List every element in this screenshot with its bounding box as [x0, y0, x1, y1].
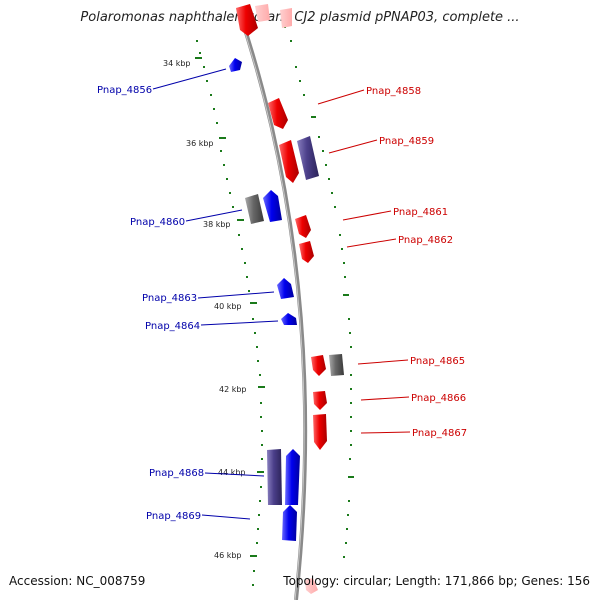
gene-label: Pnap_4860: [130, 217, 185, 228]
gene-feature: [245, 194, 264, 224]
gene-feature: [329, 354, 344, 376]
plasmid-backbone: [236, 7, 308, 600]
gene-feature: [236, 4, 258, 36]
gene-label: Pnap_4866: [411, 393, 466, 404]
gene-feature: [282, 505, 297, 541]
scale-tick: [195, 57, 202, 59]
gene-feature: [263, 190, 282, 222]
gene-label: Pnap_4863: [142, 293, 197, 304]
scale-label: 44 kbp: [218, 468, 246, 477]
label-leaders-left: [152, 68, 279, 520]
gene-label: Pnap_4858: [366, 86, 421, 97]
scale-label: 42 kbp: [219, 385, 247, 394]
scale-tick: [250, 555, 257, 557]
label-leaders-right: [317, 89, 411, 434]
scale-tick: [258, 386, 265, 388]
gene-feature: [313, 391, 327, 410]
gene-feature: [255, 4, 270, 22]
gene-label: Pnap_4859: [379, 136, 434, 147]
gene-feature: [277, 278, 294, 299]
scale-label: 34 kbp: [163, 59, 191, 68]
gene-feature: [229, 58, 242, 72]
scale-tick: [237, 219, 244, 221]
scale-tick: [219, 137, 226, 139]
gene-label: Pnap_4869: [146, 511, 201, 522]
gene-feature: [297, 136, 319, 180]
gene-feature: [285, 449, 300, 505]
scale-tick: [257, 471, 264, 473]
gene-label: Pnap_4862: [398, 235, 453, 246]
scale-label: 36 kbp: [186, 139, 214, 148]
gene-feature: [279, 140, 299, 183]
scale-label: 40 kbp: [214, 302, 242, 311]
left-track-dots: [196, 40, 263, 586]
gene-feature: [305, 578, 318, 594]
gene-label: Pnap_4861: [393, 207, 448, 218]
gene-feature: [280, 8, 292, 28]
gene-label: Pnap_4868: [149, 468, 204, 479]
gene-label: Pnap_4856: [97, 85, 152, 96]
accession-text: Accession: NC_008759: [9, 574, 146, 588]
gene-feature: [267, 449, 282, 505]
gene-feature: [311, 355, 326, 376]
right-track-dots: [284, 26, 354, 558]
scale-ticks: [195, 57, 265, 557]
scale-tick: [250, 302, 257, 304]
gene-feature: [281, 313, 297, 325]
gene-feature: [299, 241, 314, 263]
scale-label: 46 kbp: [214, 551, 242, 560]
gene-feature: [313, 414, 327, 450]
gene-label: Pnap_4865: [410, 356, 465, 367]
gene-label: Pnap_4864: [145, 321, 200, 332]
gene-label: Pnap_4867: [412, 428, 467, 439]
scale-label: 38 kbp: [203, 220, 231, 229]
gene-feature: [268, 98, 288, 129]
summary-text: Topology: circular; Length: 171,866 bp; …: [283, 574, 590, 588]
map-title: Polaromonas naphthalenivorans CJ2 plasmi…: [80, 10, 520, 25]
gene-feature: [295, 215, 311, 238]
gene-features: [229, 4, 344, 594]
